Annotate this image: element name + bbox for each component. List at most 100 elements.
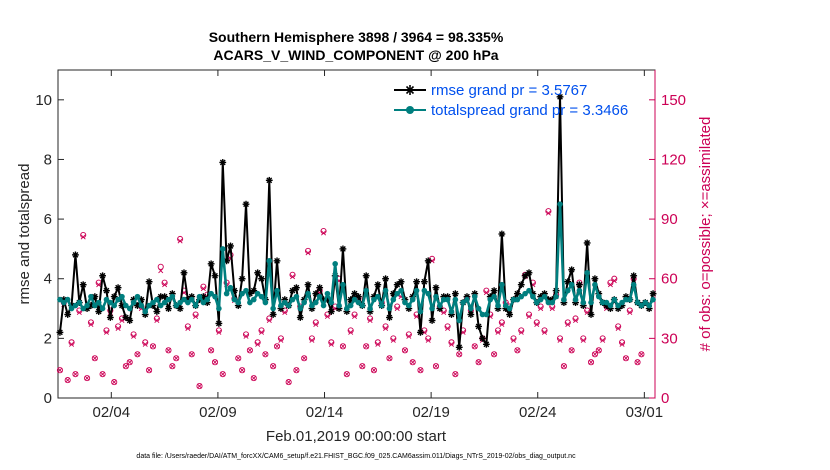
rmse-point	[432, 284, 440, 292]
totalspread-point	[309, 302, 315, 309]
obs-possible-marker	[363, 343, 370, 350]
totalspread-point	[518, 293, 525, 300]
totalspread-point	[351, 296, 358, 303]
totalspread-point	[572, 296, 579, 303]
obs-possible-marker	[514, 347, 521, 354]
obs-possible-marker	[273, 343, 281, 350]
totalspread-point	[208, 290, 214, 297]
obs-assimilated-marker	[313, 321, 319, 327]
obs-possible-marker	[401, 347, 409, 354]
obs-possible-marker	[475, 359, 482, 366]
legend-rmse-label: rmse grand pr = 3.5767	[431, 82, 587, 99]
obs-assimilated-marker	[549, 306, 555, 312]
totalspread-point	[76, 299, 83, 306]
obs-assimilated-marker	[371, 367, 377, 373]
obs-possible-marker	[622, 355, 629, 362]
totalspread-point	[630, 281, 637, 288]
obs-possible-marker	[270, 363, 277, 370]
obs-assimilated-marker	[394, 306, 400, 312]
rmse-point	[258, 275, 265, 283]
totalspread-point	[247, 299, 253, 306]
totalspread-point	[561, 296, 567, 303]
totalspread-point	[320, 302, 327, 309]
obs-assimilated-marker	[235, 355, 241, 361]
obs-assimilated-marker	[134, 351, 140, 357]
obs-assimilated-marker	[627, 310, 633, 316]
obs-possible-marker	[409, 359, 416, 366]
obs-possible-marker	[134, 351, 141, 358]
totalspread-point	[526, 287, 532, 294]
obs-assimilated-marker	[72, 371, 78, 377]
rmse-point	[242, 200, 250, 208]
totalspread-point	[642, 299, 649, 306]
totalspread-point	[165, 296, 172, 303]
totalspread-point	[603, 299, 610, 306]
rmse-point	[273, 257, 281, 265]
totalspread-point	[200, 299, 207, 306]
totalspread-point	[266, 258, 273, 264]
obs-assimilated-marker	[262, 351, 268, 357]
obs-possible-marker	[293, 367, 300, 374]
rmse-point	[207, 260, 215, 268]
rmse-point	[517, 281, 525, 289]
obs-assimilated-marker	[611, 278, 617, 284]
series-lines	[56, 93, 657, 351]
obs-assimilated-marker	[76, 310, 82, 316]
totalspread-point	[285, 302, 292, 309]
totalspread-point	[514, 296, 521, 303]
obs-assimilated-marker	[259, 329, 265, 335]
totalspread-point	[475, 305, 482, 312]
rmse-point	[56, 329, 64, 336]
rmse-point	[382, 275, 389, 283]
rmse-point	[506, 311, 514, 318]
totalspread-point	[390, 296, 397, 303]
totalspread-point	[347, 302, 354, 309]
obs-assimilated-marker	[216, 329, 222, 335]
totalspread-point	[150, 299, 156, 306]
totalspread-point	[212, 293, 218, 300]
totalspread-point	[444, 296, 451, 303]
totalspread-point	[491, 293, 497, 300]
obs-possible-marker	[219, 371, 226, 378]
totalspread-point	[549, 299, 556, 306]
obs-assimilated-marker	[344, 371, 350, 377]
totalspread-point	[650, 296, 656, 303]
obs-assimilated-marker	[100, 371, 106, 377]
totalspread-point	[398, 287, 404, 294]
rmse-point	[103, 287, 110, 295]
totalspread-point	[72, 302, 79, 309]
rmse-point	[587, 311, 595, 318]
obs-possible-marker	[262, 351, 269, 358]
totalspread-point	[510, 296, 517, 303]
totalspread-point	[471, 293, 478, 300]
obs-possible-marker	[432, 363, 440, 370]
obs-assimilated-marker	[619, 341, 625, 347]
obs-assimilated-marker	[123, 363, 129, 369]
obs-assimilated-marker	[340, 343, 346, 349]
obs-possible-marker	[250, 375, 257, 382]
obs-assimilated-marker	[596, 347, 602, 353]
rmse-point	[420, 278, 428, 286]
rmse-point	[374, 281, 382, 289]
obs-assimilated-marker	[154, 317, 160, 323]
totalspread-point	[293, 293, 300, 300]
legend-spread-label: totalspread grand pr = 3.3466	[431, 102, 628, 119]
totalspread-point	[336, 302, 342, 309]
totalspread-point	[541, 293, 548, 300]
rmse-point	[211, 272, 219, 280]
totalspread-point	[88, 293, 94, 300]
totalspread-point	[553, 293, 559, 300]
obs-assimilated-marker	[196, 383, 203, 389]
obs-possible-marker	[638, 351, 645, 358]
obs-assimilated-marker	[247, 347, 253, 353]
totalspread-point	[61, 299, 67, 306]
obs-possible-marker	[452, 371, 459, 378]
obs-assimilated-marker	[441, 310, 447, 316]
obs-assimilated-marker	[352, 313, 358, 320]
rmse-point	[99, 272, 106, 280]
totalspread-point	[584, 269, 590, 276]
chart-title-line2: ACARS_V_WIND_COMPONENT @ 200 hPa	[213, 47, 498, 63]
obs-possible-marker	[149, 343, 157, 350]
totalspread-point	[250, 296, 257, 303]
totalspread-point	[185, 299, 191, 306]
